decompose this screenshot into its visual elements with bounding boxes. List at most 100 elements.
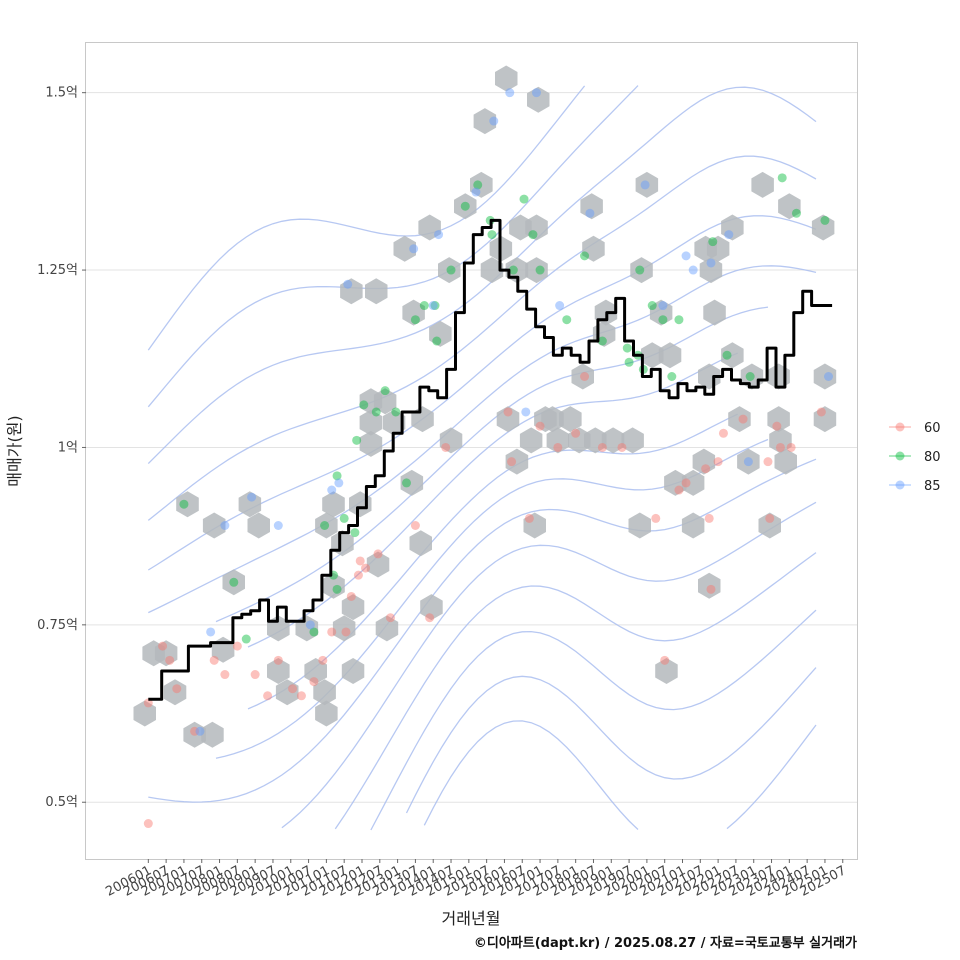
hexbin-cell [655,658,678,684]
data-point-80 [371,407,381,417]
hexbin-cell [393,235,416,262]
data-point-60 [738,414,748,424]
hexbin-cell [373,388,397,415]
data-point-60 [220,670,230,680]
hexbin-cell [359,430,383,457]
data-point-60 [718,428,728,438]
y-tick-label: 1억 [58,440,78,455]
hexbin-cell [439,427,463,454]
hexbin-cell [546,427,570,454]
hexbin-cell [402,299,425,326]
hexbin-cell [420,594,443,621]
hexbin-cell [313,679,336,706]
data-point-60 [296,691,306,701]
data-point-60 [674,485,684,495]
data-point-80 [352,435,362,445]
data-point-60 [327,627,337,637]
hexbin-layer [133,65,837,748]
hexbin-cell [664,469,687,496]
data-point-80 [446,265,456,275]
data-point-80 [674,315,684,325]
hexbin-cell [813,363,837,390]
data-point-80 [487,230,497,240]
data-point-80 [430,301,440,311]
data-point-85 [489,116,499,126]
hexbin-cell [628,512,651,539]
hexbin-cell [584,427,607,454]
hexbin-cell [409,530,432,557]
data-point-60 [346,591,356,601]
y-axis-title: 매매가(원) [5,415,24,486]
contour-line [147,85,586,351]
data-point-80 [179,499,189,509]
hexbin-cell [247,512,270,539]
y-tick-label: 0.5억 [45,795,78,810]
hexbin-cell [721,214,744,241]
data-point-60 [571,428,581,438]
hexbin-cell [366,551,390,578]
legend-label-85: 85 [924,479,941,494]
data-point-80 [359,400,369,410]
hexbin-cell [429,320,452,347]
data-point-60 [385,613,395,623]
hexbin-cell [470,171,493,198]
data-point-80 [535,265,545,275]
data-point-60 [597,442,607,452]
hexbin-cell [418,214,441,241]
scatter-points [143,88,834,829]
hexbin-cell [438,257,461,284]
hexbin-cell [751,171,774,198]
legend-key-80 [895,451,905,461]
data-point-80 [708,237,718,247]
hexbin-cell [525,257,548,284]
hexbin-cell [571,363,594,390]
hexbin-cell [681,469,705,496]
data-point-85 [343,279,353,289]
data-point-80 [473,180,483,190]
data-point-80 [350,528,360,538]
data-point-85 [531,88,541,98]
hexbin-cell [811,214,835,241]
contour-line [147,155,817,521]
data-point-80 [402,478,412,488]
hexbin-cell [163,679,187,706]
data-point-80 [508,265,518,275]
hexbin-cell [454,193,477,220]
hexbin-cell [635,171,659,198]
data-point-60 [713,457,723,467]
hexbin-cell [621,427,644,454]
contour-line [147,85,639,408]
hexbin-cell [703,299,726,326]
hexbin-cell [133,700,156,727]
hexbin-cell [154,640,178,667]
data-point-60 [288,684,298,694]
data-point-80 [410,315,420,325]
data-point-60 [617,442,627,452]
hexbin-cell [365,278,388,305]
data-point-60 [706,584,716,594]
hexbin-cell [275,679,299,706]
hexbin-cell [681,512,705,539]
hexbin-cell [541,406,564,433]
data-point-60 [273,655,283,665]
data-point-60 [580,371,590,381]
data-point-60 [341,627,351,637]
hexbin-cell [630,257,653,284]
hexbin-cell [601,427,625,454]
data-point-85 [658,301,668,311]
data-point-60 [353,570,363,580]
legend: 60 80 85 [889,421,941,494]
contour-line [247,413,738,710]
hexbin-cell [692,448,716,475]
hexbin-cell [706,235,730,262]
data-point-60 [553,442,563,452]
hexbin-cell [580,193,603,220]
price-series-line [148,218,833,701]
data-point-85 [471,187,481,197]
data-point-80 [460,201,470,211]
hexbin-cell [582,235,605,262]
data-point-85 [555,301,565,311]
data-point-85 [428,301,438,311]
hexbin-cell [176,491,199,518]
